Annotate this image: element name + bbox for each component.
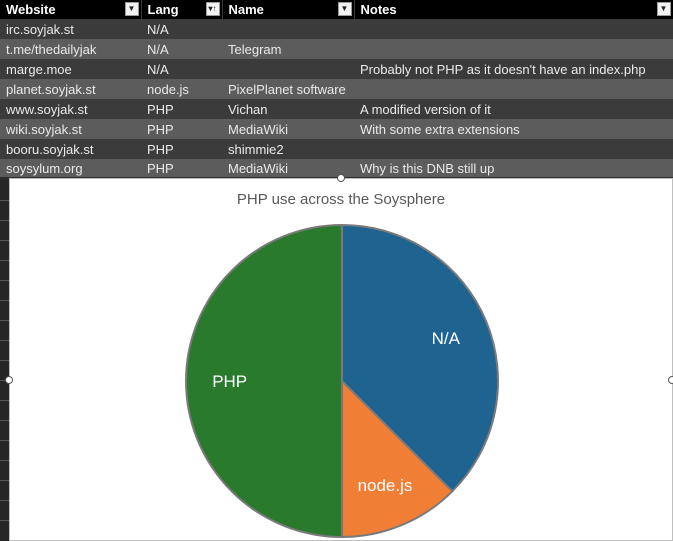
column-header-label: Notes bbox=[360, 2, 397, 17]
table-cell[interactable]: t.me/thedailyjak bbox=[0, 39, 141, 59]
pie-slice-label[interactable]: node.js bbox=[358, 476, 413, 495]
sort-filter-icon[interactable]: ▾↑ bbox=[205, 2, 220, 16]
resize-handle-top[interactable] bbox=[337, 174, 345, 182]
table-cell[interactable]: N/A bbox=[141, 19, 222, 39]
table-row: booru.soyjak.st PHP shimmie2 bbox=[0, 139, 673, 159]
table-cell[interactable]: www.soyjak.st bbox=[0, 99, 141, 119]
pie-chart[interactable]: PHP use across the Soysphere N/A node.js P… bbox=[9, 178, 673, 541]
table-cell[interactable]: wiki.soyjak.st bbox=[0, 119, 141, 139]
column-header-label: Lang bbox=[147, 2, 179, 17]
pie-chart-plot[interactable]: N/A node.js PHP bbox=[10, 179, 672, 540]
table-cell[interactable] bbox=[354, 19, 673, 39]
pie-slice-label[interactable]: N/A bbox=[432, 329, 461, 348]
table-cell[interactable]: N/A bbox=[141, 39, 222, 59]
table-row: planet.soyjak.st node.js PixelPlanet sof… bbox=[0, 79, 673, 99]
table-cell[interactable]: N/A bbox=[141, 59, 222, 79]
column-header-notes[interactable]: Notes ▼ bbox=[354, 0, 673, 19]
column-header-label: Website bbox=[6, 2, 56, 17]
resize-handle-left[interactable] bbox=[5, 376, 13, 384]
table-cell[interactable]: PHP bbox=[141, 99, 222, 119]
data-table: Website ▼ Lang ▾↑ Name ▼ Notes ▼ ir bbox=[0, 0, 673, 177]
row-gutter bbox=[0, 180, 9, 541]
pie-slice-label[interactable]: PHP bbox=[212, 372, 247, 391]
table-cell[interactable]: PHP bbox=[141, 159, 222, 177]
table-cell[interactable]: Probably not PHP as it doesn't have an i… bbox=[354, 59, 673, 79]
resize-handle-right[interactable] bbox=[668, 376, 673, 384]
table-cell[interactable]: irc.soyjak.st bbox=[0, 19, 141, 39]
table-row: www.soyjak.st PHP Vichan A modified vers… bbox=[0, 99, 673, 119]
header-row: Website ▼ Lang ▾↑ Name ▼ Notes ▼ bbox=[0, 0, 673, 19]
table-cell[interactable]: MediaWiki bbox=[222, 159, 354, 177]
table-cell[interactable]: node.js bbox=[141, 79, 222, 99]
table-row: wiki.soyjak.st PHP MediaWiki With some e… bbox=[0, 119, 673, 139]
table-cell[interactable] bbox=[354, 79, 673, 99]
table-cell[interactable]: booru.soyjak.st bbox=[0, 139, 141, 159]
column-header-website[interactable]: Website ▼ bbox=[0, 0, 142, 19]
dropdown-arrow-icon[interactable]: ▼ bbox=[656, 2, 671, 16]
column-header-name[interactable]: Name ▼ bbox=[222, 0, 355, 19]
dropdown-arrow-icon[interactable]: ▼ bbox=[337, 2, 352, 16]
table-row: marge.moe N/A Probably not PHP as it doe… bbox=[0, 59, 673, 79]
table-row: soysylum.org PHP MediaWiki Why is this D… bbox=[0, 159, 673, 177]
table-cell[interactable]: PixelPlanet software bbox=[222, 79, 354, 99]
column-header-lang[interactable]: Lang ▾↑ bbox=[141, 0, 223, 19]
dropdown-arrow-icon[interactable]: ▼ bbox=[124, 2, 139, 16]
table-cell[interactable]: Why is this DNB still up bbox=[354, 159, 673, 177]
table-cell[interactable] bbox=[222, 59, 354, 79]
table-cell[interactable]: MediaWiki bbox=[222, 119, 354, 139]
pie-slice-php[interactable] bbox=[185, 223, 343, 539]
table-cell[interactable]: soysylum.org bbox=[0, 159, 141, 177]
table-cell[interactable]: planet.soyjak.st bbox=[0, 79, 141, 99]
pie-slice-n-a[interactable] bbox=[341, 223, 500, 493]
table-row: t.me/thedailyjak N/A Telegram bbox=[0, 39, 673, 59]
table-cell[interactable]: Vichan bbox=[222, 99, 354, 119]
table-cell[interactable]: With some extra extensions bbox=[354, 119, 673, 139]
table-row: irc.soyjak.st N/A bbox=[0, 19, 673, 39]
pie-slice-node-js[interactable] bbox=[341, 378, 454, 539]
table-cell[interactable]: PHP bbox=[141, 139, 222, 159]
table-cell[interactable]: PHP bbox=[141, 119, 222, 139]
table-cell[interactable] bbox=[354, 39, 673, 59]
spreadsheet-table: Website ▼ Lang ▾↑ Name ▼ Notes ▼ ir bbox=[0, 0, 673, 180]
table-cell[interactable] bbox=[354, 139, 673, 159]
table-cell[interactable] bbox=[222, 19, 354, 39]
table-cell[interactable]: A modified version of it bbox=[354, 99, 673, 119]
table-cell[interactable]: marge.moe bbox=[0, 59, 141, 79]
table-cell[interactable]: Telegram bbox=[222, 39, 354, 59]
chart-title[interactable]: PHP use across the Soysphere bbox=[236, 191, 446, 208]
column-header-label: Name bbox=[228, 2, 264, 17]
table-cell[interactable]: shimmie2 bbox=[222, 139, 354, 159]
